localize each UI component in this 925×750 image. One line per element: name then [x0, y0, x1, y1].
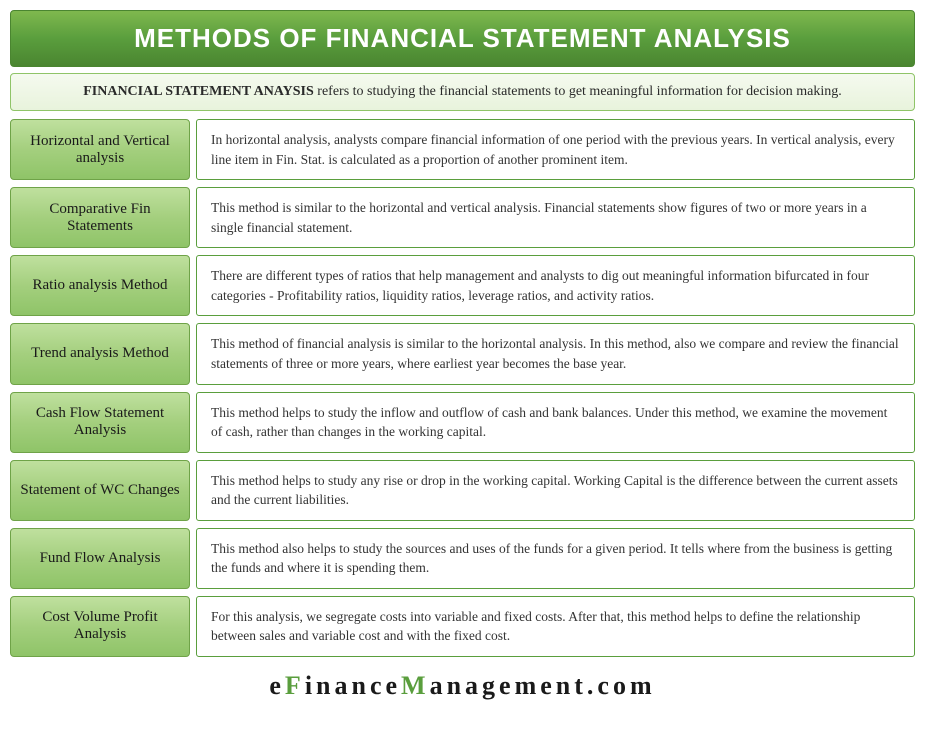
method-description: This method helps to study any rise or d… [196, 460, 915, 521]
methods-list: Horizontal and Vertical analysis In hori… [10, 119, 915, 657]
method-description: In horizontal analysis, analysts compare… [196, 119, 915, 180]
footer-text: anagement.com [430, 671, 656, 700]
method-description: There are different types of ratios that… [196, 255, 915, 316]
method-description: This method of financial analysis is sim… [196, 323, 915, 384]
method-description: This method helps to study the inflow an… [196, 392, 915, 453]
method-row: Trend analysis Method This method of fin… [10, 323, 915, 384]
method-label: Ratio analysis Method [10, 255, 190, 316]
method-label: Cost Volume Profit Analysis [10, 596, 190, 657]
intro-description: FINANCIAL STATEMENT ANAYSIS refers to st… [10, 73, 915, 111]
method-description: This method also helps to study the sour… [196, 528, 915, 589]
method-row: Fund Flow Analysis This method also help… [10, 528, 915, 589]
method-label: Fund Flow Analysis [10, 528, 190, 589]
method-label: Statement of WC Changes [10, 460, 190, 521]
footer-brand: eFinanceManagement.com [10, 671, 915, 701]
footer-text: e [269, 671, 285, 700]
footer-accent: F [285, 671, 305, 700]
method-row: Statement of WC Changes This method help… [10, 460, 915, 521]
method-row: Cash Flow Statement Analysis This method… [10, 392, 915, 453]
method-row: Ratio analysis Method There are differen… [10, 255, 915, 316]
infographic-container: METHODS OF FINANCIAL STATEMENT ANALYSIS … [10, 10, 915, 701]
intro-bold: FINANCIAL STATEMENT ANAYSIS [83, 84, 314, 99]
footer-accent: M [401, 671, 430, 700]
intro-rest: refers to studying the financial stateme… [314, 84, 842, 99]
page-title: METHODS OF FINANCIAL STATEMENT ANALYSIS [10, 10, 915, 67]
method-label: Comparative Fin Statements [10, 187, 190, 248]
method-label: Trend analysis Method [10, 323, 190, 384]
method-label: Cash Flow Statement Analysis [10, 392, 190, 453]
method-description: This method is similar to the horizontal… [196, 187, 915, 248]
method-row: Comparative Fin Statements This method i… [10, 187, 915, 248]
method-row: Horizontal and Vertical analysis In hori… [10, 119, 915, 180]
method-row: Cost Volume Profit Analysis For this ana… [10, 596, 915, 657]
method-label: Horizontal and Vertical analysis [10, 119, 190, 180]
footer-text: inance [305, 671, 401, 700]
method-description: For this analysis, we segregate costs in… [196, 596, 915, 657]
